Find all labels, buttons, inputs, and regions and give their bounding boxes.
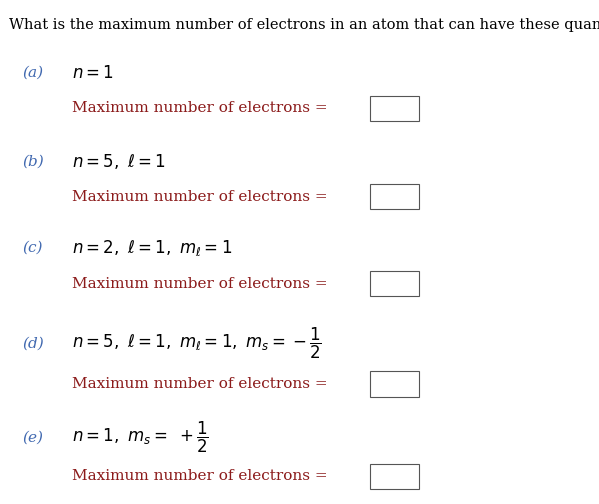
FancyBboxPatch shape (370, 464, 419, 489)
Text: $n = 1$: $n = 1$ (72, 65, 114, 82)
Text: (d): (d) (23, 337, 44, 351)
Text: Maximum number of electrons =: Maximum number of electrons = (72, 190, 328, 204)
FancyBboxPatch shape (370, 371, 419, 397)
Text: Maximum number of electrons =: Maximum number of electrons = (72, 277, 328, 291)
Text: $n = 2,\ \ell = 1,\ m_\ell = 1$: $n = 2,\ \ell = 1,\ m_\ell = 1$ (72, 238, 232, 258)
FancyBboxPatch shape (370, 271, 419, 296)
Text: What is the maximum number of electrons in an atom that can have these quantum n: What is the maximum number of electrons … (9, 18, 599, 32)
Text: Maximum number of electrons =: Maximum number of electrons = (72, 469, 328, 483)
Text: $n = 5,\ \ell = 1,\ m_\ell = 1,\ m_s = -\dfrac{1}{2}$: $n = 5,\ \ell = 1,\ m_\ell = 1,\ m_s = -… (72, 326, 322, 361)
Text: Maximum number of electrons =: Maximum number of electrons = (72, 377, 328, 391)
Text: (e): (e) (23, 430, 44, 445)
Text: Maximum number of electrons =: Maximum number of electrons = (72, 101, 328, 115)
FancyBboxPatch shape (370, 184, 419, 209)
Text: (a): (a) (23, 66, 44, 80)
Text: (b): (b) (23, 154, 44, 168)
Text: (c): (c) (23, 241, 43, 255)
Text: $n = 1,\ m_s = \ +\dfrac{1}{2}$: $n = 1,\ m_s = \ +\dfrac{1}{2}$ (72, 420, 209, 455)
FancyBboxPatch shape (370, 96, 419, 121)
Text: $n = 5,\ \ell = 1$: $n = 5,\ \ell = 1$ (72, 152, 166, 171)
